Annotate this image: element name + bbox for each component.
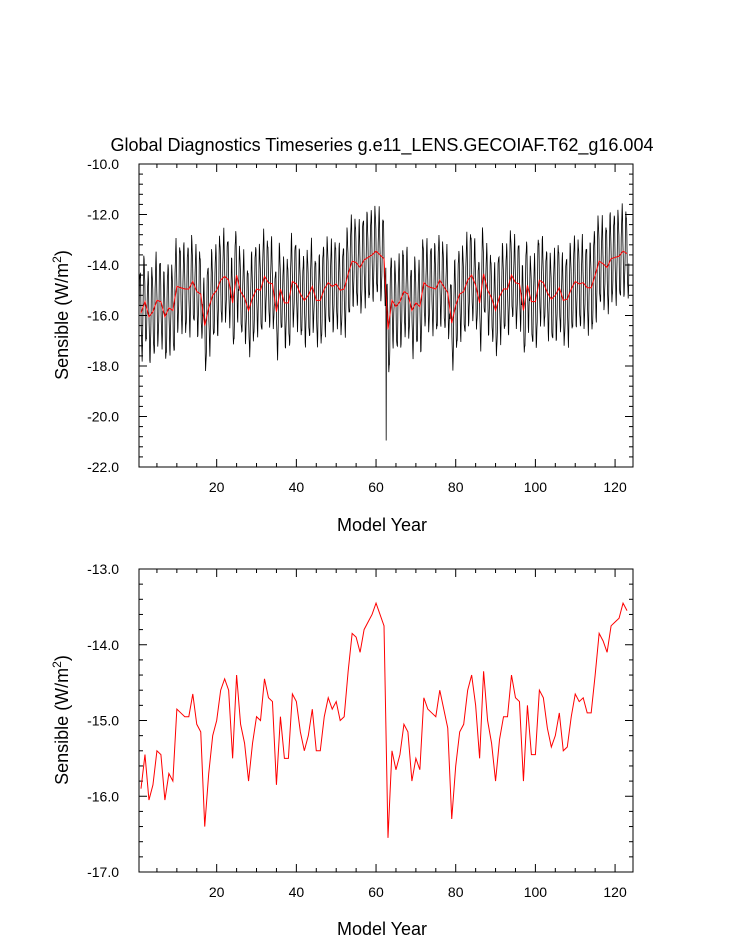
y-tick-label: -15.0 xyxy=(87,713,119,729)
bottom-y-axis-title: Sensible (W/m2) xyxy=(50,655,72,785)
y-tick-label: -16.0 xyxy=(87,308,119,324)
y-tick-label: -16.0 xyxy=(87,788,119,804)
top-y-axis-title: Sensible (W/m2) xyxy=(50,250,72,380)
x-tick-label: 120 xyxy=(603,884,627,900)
x-tick-label: 20 xyxy=(209,884,225,900)
y-tick-label: -22.0 xyxy=(87,459,119,475)
y-tick-label: -18.0 xyxy=(87,358,119,374)
series-line-monthly xyxy=(138,203,630,441)
top-y-axis-title-main: Sensible (W/m xyxy=(52,263,72,380)
top-lines xyxy=(138,203,630,441)
x-tick-label: 40 xyxy=(289,479,305,495)
top-x-axis-title: Model Year xyxy=(337,515,427,535)
bottom-y-axis-title-main: Sensible (W/m xyxy=(52,668,72,785)
series-line-annual xyxy=(140,250,628,330)
x-tick-label: 80 xyxy=(448,884,464,900)
top-y-axis-title-end: ) xyxy=(52,250,72,256)
bottom-ticks: 20 40 60 80 100 120 -17.0 -16.0 -15.0 -14.0 -13.0 xyxy=(87,561,633,900)
chart-title: Global Diagnostics Timeseries g.e11_LENS… xyxy=(111,135,654,156)
y-tick-label: -17.0 xyxy=(87,864,119,880)
bottom-y-axis-title-sup: 2 xyxy=(50,661,64,668)
y-tick-label: -14.0 xyxy=(87,637,119,653)
top-panel: 20 40 60 80 100 120 -22.0 -20.0 -18.0 -16.0 -14.0 -… xyxy=(50,156,634,535)
y-tick-label: -20.0 xyxy=(87,409,119,425)
x-tick-label: 20 xyxy=(209,479,225,495)
bottom-panel: 20 40 60 80 100 120-17.0-16.0-15.0-14.0-13.0 … xyxy=(50,561,634,939)
x-tick-label: 60 xyxy=(368,479,384,495)
bottom-y-axis-title-end: ) xyxy=(52,655,72,661)
x-tick-label: 80 xyxy=(448,479,464,495)
top-ticks: 20 40 60 80 100 120 -22.0 -20.0 -18.0 -16.0 -14.0 -… xyxy=(87,156,633,495)
bottom-x-axis-title: Model Year xyxy=(337,919,427,939)
x-tick-label: 100 xyxy=(524,479,548,495)
x-tick-label: 40 xyxy=(289,884,305,900)
x-tick-label: 100 xyxy=(524,884,548,900)
bottom-lines xyxy=(140,601,628,838)
x-tick-label: 60 xyxy=(368,884,384,900)
y-tick-label: -13.0 xyxy=(87,561,119,577)
y-tick-label: -12.0 xyxy=(87,207,119,223)
series-line-annual xyxy=(140,601,628,838)
x-tick-label: 120 xyxy=(603,479,627,495)
y-tick-label: -14.0 xyxy=(87,257,119,273)
top-y-axis-title-sup: 2 xyxy=(50,256,64,263)
y-tick-label: -10.0 xyxy=(87,156,119,172)
